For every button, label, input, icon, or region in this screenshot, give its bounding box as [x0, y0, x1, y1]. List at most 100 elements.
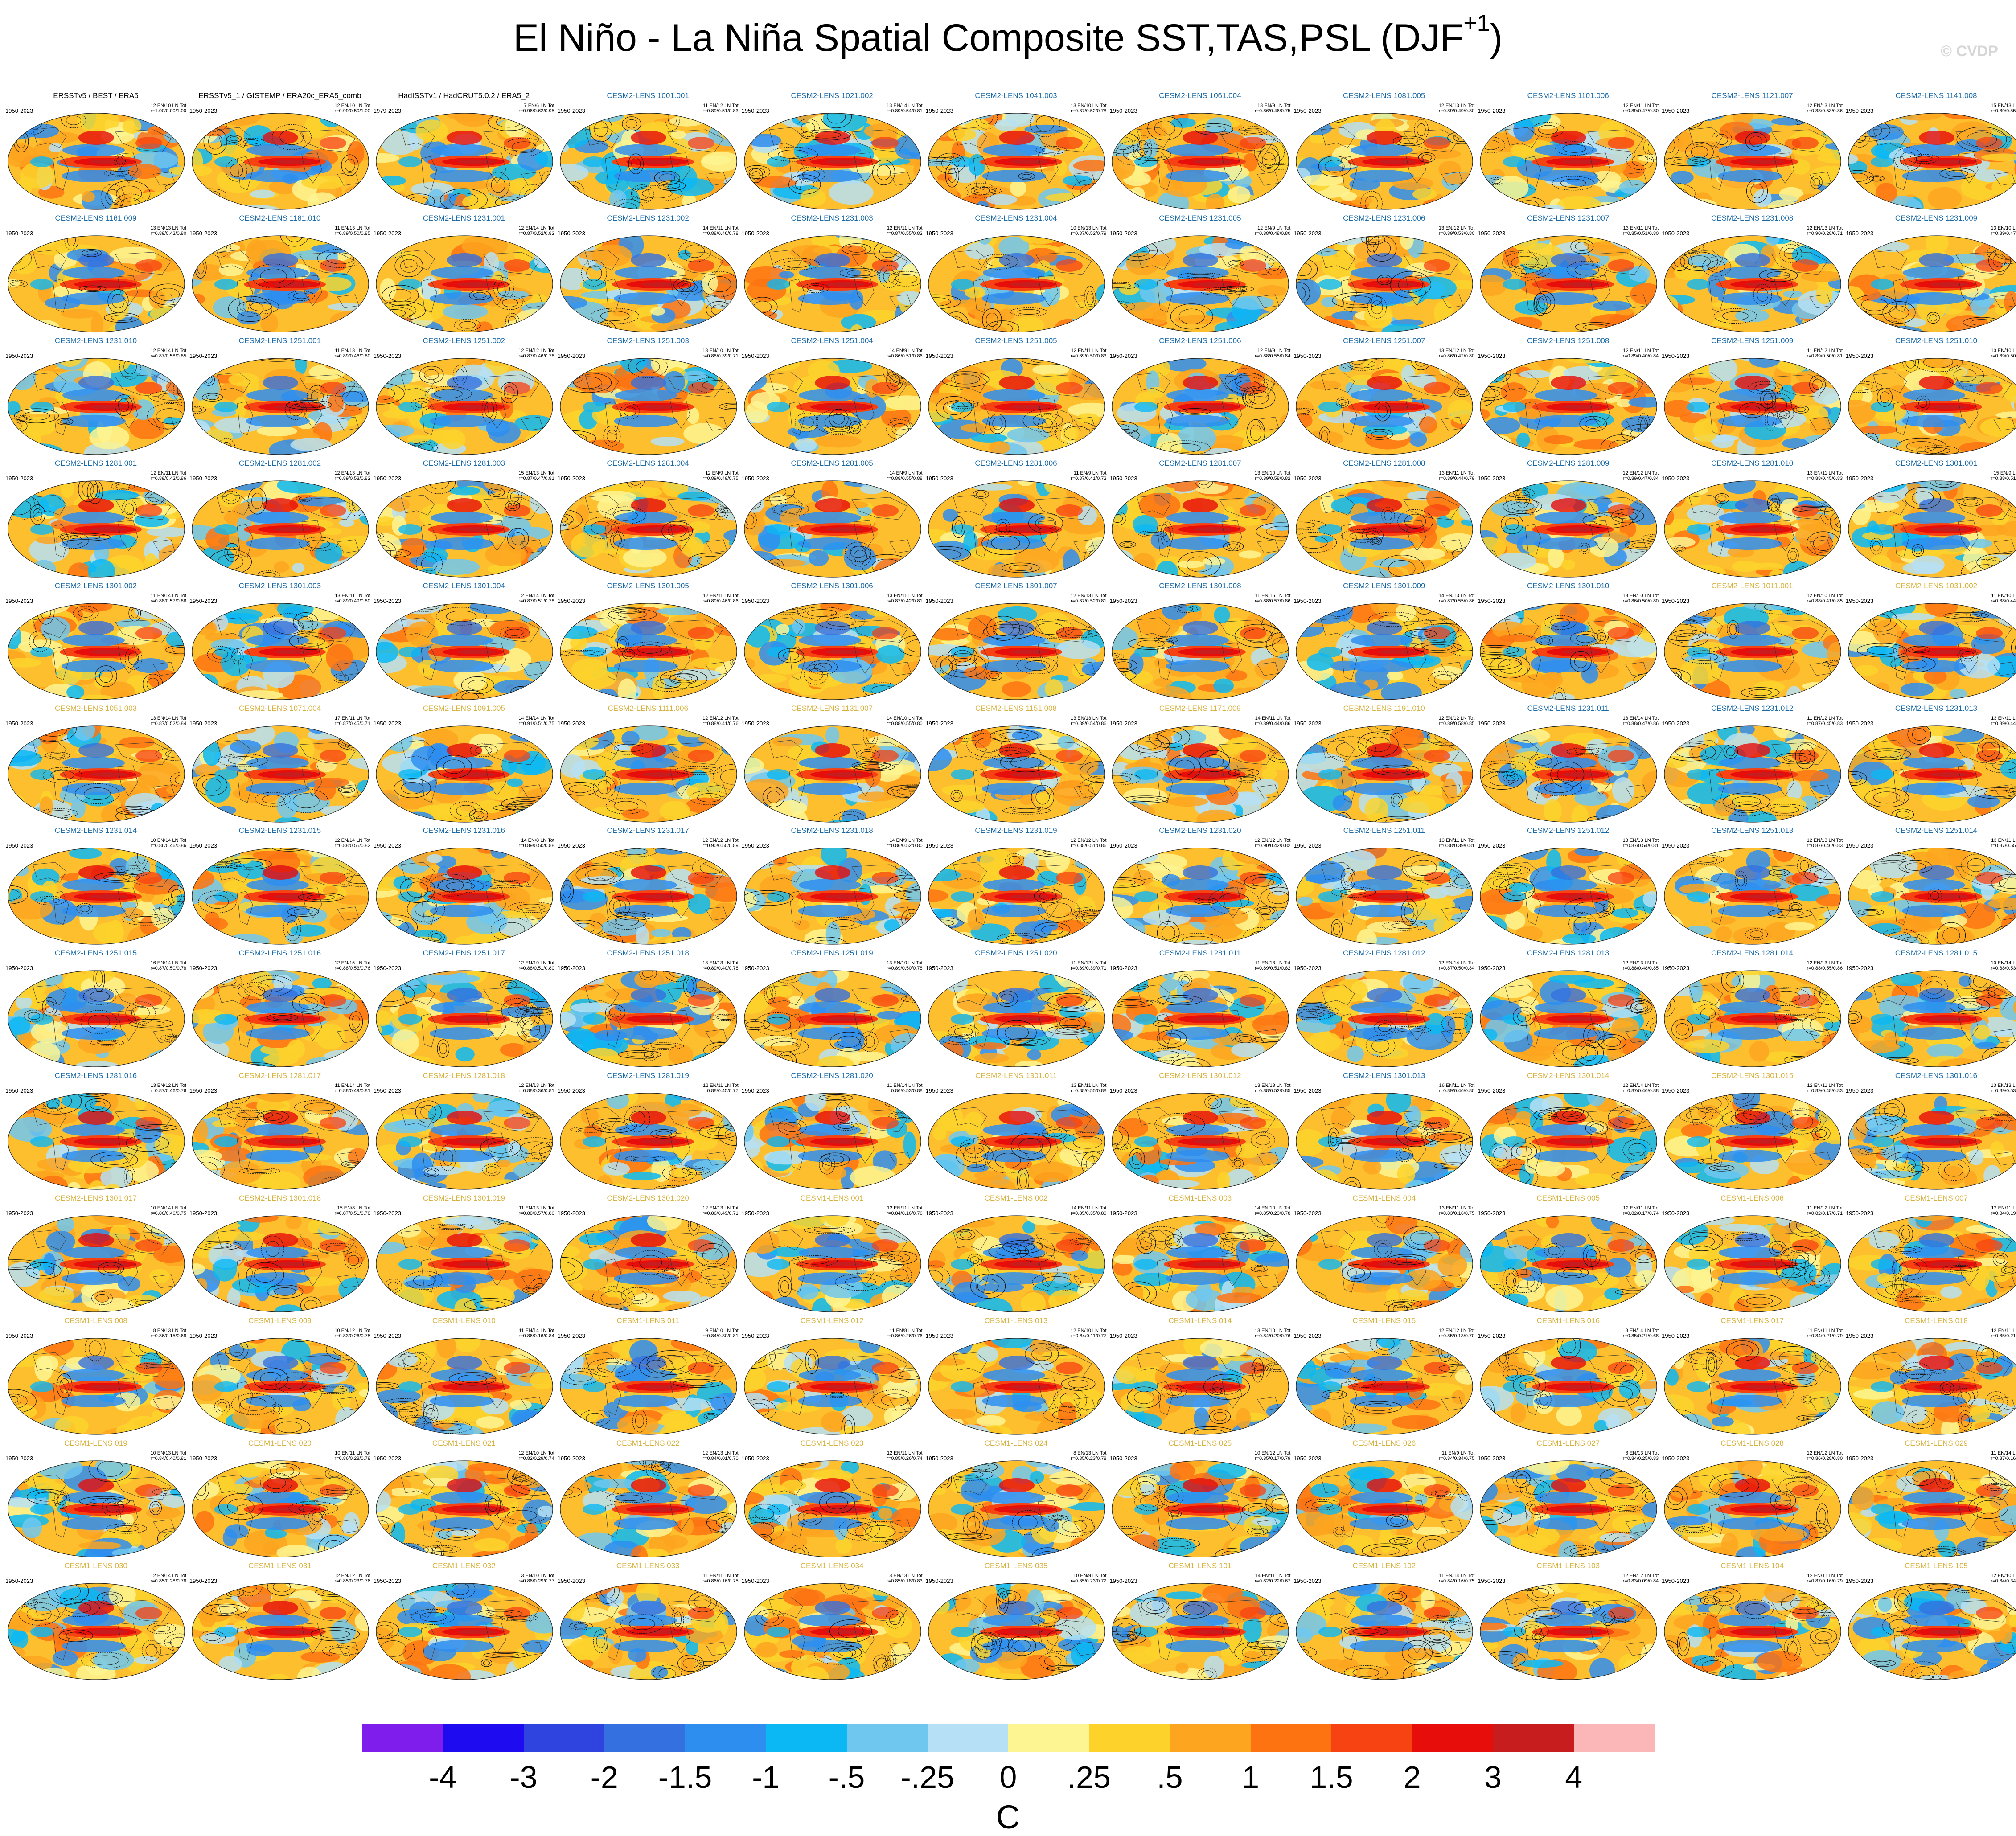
panel-stat-line: 10 EN/12 LN Tot	[334, 1328, 370, 1333]
composite-map	[190, 1092, 370, 1191]
panel-stat-line: 13 EN/14 LN Tot	[887, 103, 923, 108]
panel-title: CESM2-LENS 1191.010	[1293, 704, 1475, 713]
panel-title: CESM1-LENS 015	[1293, 1316, 1475, 1325]
panel-stat-line: 13 EN/11 LN Tot	[1439, 838, 1474, 843]
panel-stat-line: 12 EN/11 LN Tot	[887, 225, 922, 231]
panel-stat-line: 11 EN/11 LN Tot	[702, 1573, 738, 1578]
panel-stat-line: 13 EN/10 LN Tot	[702, 348, 739, 353]
composite-map	[1110, 602, 1290, 701]
composite-map	[1294, 1582, 1474, 1681]
composite-map	[558, 1092, 739, 1191]
composite-map	[1663, 357, 1843, 456]
panel-stat-line: 12 EN/11 LN Tot	[702, 593, 738, 598]
panel-stat-line: 9 EN/10 LN Tot	[702, 1328, 738, 1333]
composite-map	[374, 479, 554, 578]
composite-map	[6, 1459, 186, 1558]
composite-map	[743, 479, 923, 578]
composite-map	[1110, 1582, 1290, 1681]
panel-stat-line: 12 EN/9 LN Tot	[702, 471, 738, 476]
colorbar-tick-label: 2	[1381, 1759, 1443, 1795]
panel-title: ERSSTv5_1 / GISTEMP / ERA20c_ERA5_comb	[189, 91, 371, 100]
composite-map	[1294, 1214, 1474, 1313]
panel-title: CESM2-LENS 1301.005	[557, 582, 739, 590]
composite-map	[374, 1214, 554, 1313]
panel-stat-line: 11 EN/13 LN Tot	[334, 225, 370, 231]
panel-stat-line: 12 EN/10 LN Tot	[1991, 1573, 2016, 1578]
composite-map	[743, 1337, 923, 1436]
panel-title: CESM2-LENS 1231.011	[1477, 704, 1659, 713]
panel-title: CESM2-LENS 1231.012	[1661, 704, 1844, 713]
panel-title: CESM2-LENS 1001.001	[557, 91, 739, 100]
panel-title: CESM2-LENS 1301.020	[557, 1194, 739, 1203]
panel-stat-line: 12 EN/12 LN Tot	[1439, 1328, 1475, 1333]
panel-title: CESM1-LENS 019	[4, 1439, 187, 1448]
composite-map	[743, 725, 923, 824]
panel-title: CESM2-LENS 1231.014	[4, 826, 187, 835]
panel-stat-line: 13 EN/13 LN Tot	[1991, 1083, 2016, 1088]
panel-title: CESM2-LENS 1281.019	[557, 1071, 739, 1080]
panel-stat-line: 12 EN/13 LN Tot	[702, 1205, 739, 1211]
panel-title: CESM2-LENS 1251.010	[1845, 336, 2016, 345]
panel-stat-line: 12 EN/9 LN Tot	[1255, 348, 1290, 353]
colorbar-tick-label: -.5	[816, 1759, 878, 1795]
colorbar-box	[1574, 1724, 1655, 1752]
panel-stat-line: 12 EN/10 LN Tot	[334, 103, 370, 108]
panel-stat-line: 12 EN/12 LN Tot	[518, 348, 554, 353]
panel-title: CESM2-LENS 1281.007	[1109, 459, 1291, 468]
panel-stat-line: 12 EN/11 LN Tot	[1991, 1205, 2016, 1211]
composite-map	[374, 112, 554, 211]
colorbar-box	[604, 1724, 686, 1752]
composite-map	[1663, 1092, 1843, 1191]
panel-stat-line: 16 EN/11 LN Tot	[1439, 1083, 1474, 1088]
composite-map	[1663, 847, 1843, 946]
panel-title: CESM2-LENS 1151.008	[925, 704, 1108, 713]
panel-title: CESM2-LENS 1301.002	[4, 582, 187, 590]
panel-stat-line: 16 EN/14 LN Tot	[150, 960, 186, 966]
panel-stat-line: 17 EN/11 LN Tot	[334, 716, 370, 721]
panel-title: CESM1-LENS 102	[1293, 1561, 1475, 1570]
panel-stat-line: 12 EN/12 LN Tot	[702, 716, 739, 721]
panel-title: CESM2-LENS 1031.002	[1845, 582, 2016, 590]
composite-map	[927, 1582, 1107, 1681]
composite-map	[374, 602, 554, 701]
composite-map	[1847, 969, 2016, 1068]
composite-map	[1847, 112, 2016, 211]
panel-stat-line: 12 EN/12 LN Tot	[1439, 716, 1475, 721]
panel-title: CESM1-LENS 028	[1661, 1439, 1844, 1448]
panel-title: CESM2-LENS 1251.013	[1661, 826, 1844, 835]
composite-map	[1294, 1337, 1474, 1436]
